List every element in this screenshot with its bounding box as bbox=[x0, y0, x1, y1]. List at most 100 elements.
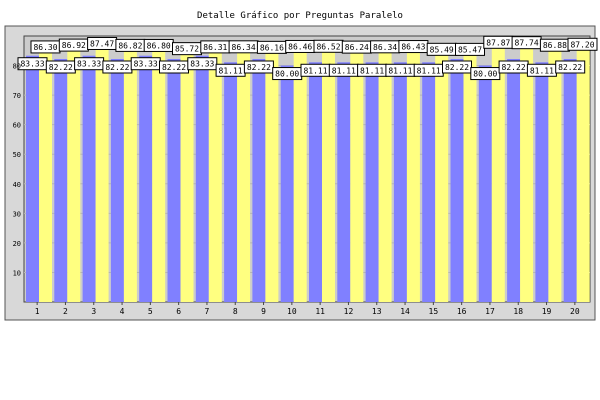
data-label: 81.11 bbox=[215, 63, 246, 77]
x-tick-label: 9 bbox=[261, 307, 266, 316]
data-label: 86.34 bbox=[370, 40, 401, 54]
data-label-text: 82.22 bbox=[162, 63, 186, 72]
data-label: 80.00 bbox=[272, 67, 303, 81]
x-tick-label: 7 bbox=[205, 307, 210, 316]
x-tick-label: 15 bbox=[429, 307, 439, 316]
x-tick-label: 4 bbox=[120, 307, 125, 316]
bar-series2 bbox=[39, 46, 52, 303]
x-tick-label: 5 bbox=[148, 307, 153, 316]
x-tick-label: 20 bbox=[570, 307, 580, 316]
bar-series2 bbox=[548, 45, 562, 302]
bar-series2 bbox=[350, 47, 364, 303]
bar-series2 bbox=[491, 42, 505, 302]
data-label: 82.22 bbox=[45, 60, 76, 74]
data-label: 82.22 bbox=[442, 60, 472, 74]
data-label-box bbox=[455, 42, 485, 56]
bar-series1 bbox=[82, 55, 96, 302]
data-label: 82.22 bbox=[555, 60, 586, 74]
data-label: 87.87 bbox=[483, 35, 514, 49]
bar-series1 bbox=[252, 58, 266, 303]
x-tick-label: 14 bbox=[400, 307, 410, 316]
data-label-box bbox=[243, 60, 274, 74]
x-tick-label: 8 bbox=[233, 307, 238, 316]
data-label: 86.80 bbox=[143, 38, 174, 52]
data-label: 80.00 bbox=[470, 67, 501, 81]
x-tick-label: 19 bbox=[542, 307, 552, 316]
data-label-text: 86.31 bbox=[203, 43, 227, 52]
bar-series1 bbox=[563, 58, 577, 303]
data-label-text: 80.00 bbox=[473, 70, 497, 79]
bar-series2 bbox=[322, 46, 335, 302]
data-label: 82.22 bbox=[498, 60, 529, 74]
y-tick-label: 60 bbox=[13, 122, 21, 130]
data-label: 82.22 bbox=[243, 60, 274, 74]
bar-series1 bbox=[224, 62, 238, 302]
x-tick-label: 12 bbox=[344, 307, 354, 316]
data-label-text: 86.34 bbox=[232, 43, 256, 52]
bar-series2 bbox=[67, 45, 81, 302]
y-tick-label: 70 bbox=[13, 92, 21, 100]
bar-series2 bbox=[237, 46, 251, 302]
data-label-box bbox=[555, 60, 586, 74]
bar-series1 bbox=[195, 55, 209, 302]
bar-series1 bbox=[365, 62, 379, 302]
data-label: 83.33 bbox=[187, 57, 218, 71]
data-label-text: 86.82 bbox=[118, 41, 142, 50]
data-label-text: 81.11 bbox=[360, 66, 384, 75]
x-tick-label: 18 bbox=[513, 307, 523, 316]
bar-series2 bbox=[265, 47, 279, 302]
data-label-text: 86.43 bbox=[401, 43, 425, 52]
data-label: 83.33 bbox=[17, 57, 48, 71]
bar-series2 bbox=[180, 48, 194, 302]
data-label: 85.47 bbox=[455, 42, 485, 56]
data-label-text: 82.22 bbox=[502, 63, 526, 72]
data-label-text: 87.87 bbox=[486, 38, 510, 47]
data-label: 87.47 bbox=[87, 36, 118, 50]
x-tick-label: 6 bbox=[176, 307, 181, 316]
bar-series1 bbox=[110, 58, 124, 303]
data-label-text: 81.11 bbox=[332, 66, 356, 75]
data-label-text: 82.22 bbox=[247, 63, 271, 72]
bar-series2 bbox=[152, 45, 166, 303]
data-label-box bbox=[187, 57, 218, 71]
x-tick-label: 17 bbox=[485, 307, 495, 316]
data-label-text: 81.11 bbox=[219, 66, 243, 75]
bar-series2 bbox=[576, 44, 590, 303]
data-label-text: 87.20 bbox=[570, 40, 594, 49]
data-label-text: 87.74 bbox=[515, 39, 539, 48]
x-tick-label: 2 bbox=[63, 307, 68, 316]
data-label-text: 85.49 bbox=[430, 45, 454, 54]
data-label: 81.11 bbox=[385, 63, 416, 77]
data-label: 81.11 bbox=[328, 63, 359, 77]
bar-series2 bbox=[378, 46, 392, 302]
x-tick-label: 13 bbox=[372, 307, 382, 316]
bar-series2 bbox=[293, 46, 307, 303]
bar-series1 bbox=[450, 58, 464, 303]
data-label: 83.33 bbox=[74, 57, 105, 71]
y-tick-label: 20 bbox=[13, 240, 21, 248]
data-label-box bbox=[470, 67, 501, 81]
data-label-text: 85.72 bbox=[175, 45, 199, 54]
bar-series1 bbox=[337, 62, 351, 302]
data-label-text: 80.00 bbox=[275, 70, 299, 79]
data-label-text: 87.47 bbox=[90, 39, 114, 48]
data-label: 86.82 bbox=[115, 38, 146, 52]
data-label: 86.30 bbox=[30, 40, 61, 54]
data-label-text: 86.52 bbox=[316, 42, 340, 51]
data-label: 81.11 bbox=[526, 63, 557, 77]
data-label: 86.52 bbox=[313, 39, 344, 53]
data-label: 81.11 bbox=[413, 63, 444, 77]
data-label-text: 82.22 bbox=[558, 63, 582, 72]
data-label-text: 86.46 bbox=[288, 42, 312, 51]
bar-series1 bbox=[478, 65, 492, 302]
data-label: 81.11 bbox=[357, 63, 388, 77]
bar-series1 bbox=[167, 58, 181, 303]
bar-series2 bbox=[435, 49, 449, 302]
bar-series2 bbox=[463, 49, 477, 302]
data-label: 86.88 bbox=[539, 38, 570, 52]
data-label: 83.33 bbox=[130, 57, 161, 71]
data-label-text: 81.11 bbox=[530, 66, 554, 75]
data-label: 85.72 bbox=[172, 42, 202, 56]
